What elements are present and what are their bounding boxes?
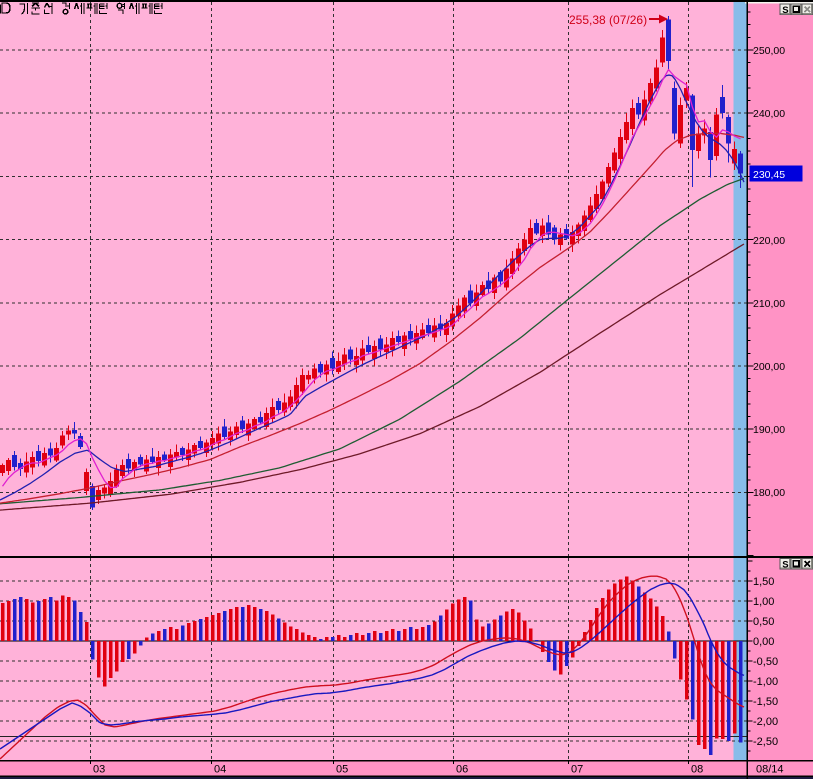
svg-text:-2,00: -2,00 [753,716,778,728]
svg-text:210,00: 210,00 [753,298,785,310]
svg-text:08/14: 08/14 [756,764,784,776]
svg-text:230,45: 230,45 [753,169,785,181]
svg-text:07: 07 [571,764,583,776]
svg-text:240,00: 240,00 [753,108,785,120]
svg-text:-2,50: -2,50 [753,736,778,748]
svg-text:0,50: 0,50 [753,616,774,628]
svg-text:-0,50: -0,50 [753,656,778,668]
svg-text:-1,00: -1,00 [753,676,778,688]
svg-text:250,00: 250,00 [753,45,785,57]
svg-text:04: 04 [214,764,226,776]
svg-text:08: 08 [691,764,703,776]
svg-text:0,00: 0,00 [753,636,774,648]
svg-text:S: S [782,5,788,16]
svg-text:255,38 (07/26): 255,38 (07/26) [569,13,647,27]
svg-text:03: 03 [93,764,105,776]
svg-text:06: 06 [456,764,468,776]
svg-text:05: 05 [336,764,348,776]
svg-text:S: S [782,559,788,570]
svg-text:1,50: 1,50 [753,576,774,588]
svg-text:220,00: 220,00 [753,235,785,247]
svg-text:1,00: 1,00 [753,596,774,608]
svg-text:190,00: 190,00 [753,424,785,436]
svg-text:-1,50: -1,50 [753,696,778,708]
svg-text:180,00: 180,00 [753,487,785,499]
svg-text:200,00: 200,00 [753,361,785,373]
